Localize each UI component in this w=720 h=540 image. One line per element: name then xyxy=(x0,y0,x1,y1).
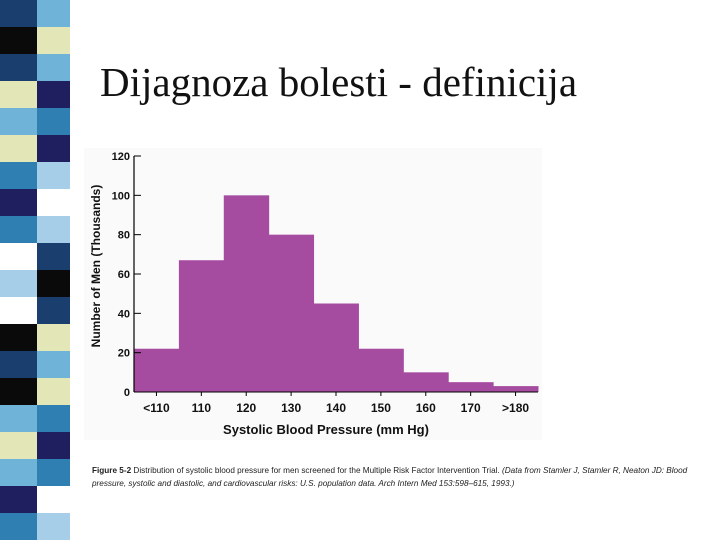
x-tick-label: 160 xyxy=(416,401,436,415)
x-tick-label: 110 xyxy=(192,401,212,415)
y-tick-label: 40 xyxy=(118,308,130,320)
strip-square xyxy=(0,81,37,108)
strip-square xyxy=(37,351,70,378)
strip-square xyxy=(0,270,37,297)
caption-citation: (Data from Stamler J, Stamler R, Neaton … xyxy=(92,466,688,488)
strip-square xyxy=(0,108,37,135)
strip-square xyxy=(37,216,70,243)
y-tick-label: 0 xyxy=(124,387,130,399)
strip-square xyxy=(37,486,70,513)
x-tick-label: 130 xyxy=(281,401,301,415)
strip-square xyxy=(0,54,37,81)
strip-square xyxy=(0,432,37,459)
strip-square xyxy=(37,432,70,459)
strip-square xyxy=(0,405,37,432)
strip-square xyxy=(0,189,37,216)
strip-square xyxy=(0,162,37,189)
decorative-strip xyxy=(0,0,80,540)
strip-square xyxy=(0,216,37,243)
caption-text: Distribution of systolic blood pressure … xyxy=(133,466,500,475)
x-tick-label: 150 xyxy=(371,401,391,415)
slide-title: Dijagnoza bolesti - definicija xyxy=(100,59,578,105)
y-tick-label: 120 xyxy=(112,151,130,163)
histogram-chart: 0 20 40 60 80 100 120 <110 110 120 130 140 150 160 170… xyxy=(89,151,539,437)
y-tick-label: 80 xyxy=(118,230,130,242)
strip-square xyxy=(0,513,37,540)
strip-square xyxy=(37,0,70,27)
x-tick-label: 120 xyxy=(236,401,256,415)
y-axis-title: Number of Men (Thousands) xyxy=(89,185,103,348)
x-tick-label: <110 xyxy=(143,401,170,415)
strip-square xyxy=(0,243,37,270)
strip-square xyxy=(0,0,37,27)
strip-square xyxy=(37,270,70,297)
x-tick-label: 140 xyxy=(326,401,346,415)
strip-square xyxy=(37,54,70,81)
strip-square xyxy=(37,324,70,351)
strip-square xyxy=(37,135,70,162)
strip-square xyxy=(37,27,70,54)
figure-caption: Figure 5-2 Distribution of systolic bloo… xyxy=(92,464,712,490)
histogram-bar xyxy=(403,372,449,392)
histogram-bar xyxy=(358,348,404,392)
strip-square xyxy=(37,189,70,216)
strip-square xyxy=(0,324,37,351)
histogram-bar xyxy=(268,234,315,392)
chart-area: 0 20 40 60 80 100 120 <110 110 120 130 140 150 160 170… xyxy=(84,148,542,440)
strip-square xyxy=(37,108,70,135)
strip-square xyxy=(0,297,37,324)
strip-square xyxy=(37,405,70,432)
strip-square xyxy=(0,27,37,54)
histogram-bar xyxy=(134,348,180,392)
histogram-bar xyxy=(493,386,539,392)
strip-square xyxy=(37,81,70,108)
histogram-bar xyxy=(313,303,359,392)
strip-square xyxy=(0,135,37,162)
x-tick-label: >180 xyxy=(502,401,529,415)
y-tick-label: 20 xyxy=(118,348,130,360)
strip-square xyxy=(37,243,70,270)
x-tick-label: 170 xyxy=(461,401,481,415)
strip-square xyxy=(37,459,70,486)
strip-square xyxy=(37,378,70,405)
x-axis-title: Systolic Blood Pressure (mm Hg) xyxy=(223,422,429,437)
y-tick-label: 60 xyxy=(118,269,130,281)
y-tick-label: 100 xyxy=(112,190,130,202)
strip-square xyxy=(37,162,70,189)
histogram-bar xyxy=(448,382,494,392)
strip-square xyxy=(37,297,70,324)
caption-lead: Figure 5-2 xyxy=(92,466,132,475)
histogram-bar xyxy=(178,260,225,392)
strip-square xyxy=(37,513,70,540)
strip-square xyxy=(0,351,37,378)
histogram-bar xyxy=(223,195,270,392)
strip-square xyxy=(0,486,37,513)
strip-square xyxy=(0,459,37,486)
strip-square xyxy=(0,378,37,405)
